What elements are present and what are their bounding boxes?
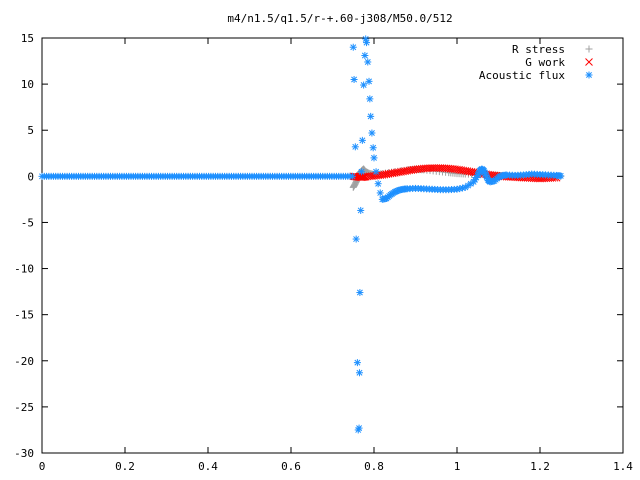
data-point — [358, 168, 366, 176]
y-tick-label: -10 — [14, 263, 34, 276]
data-point — [450, 185, 458, 193]
data-point — [348, 172, 356, 180]
x-tick-label: 0.4 — [198, 460, 218, 473]
data-point — [374, 180, 382, 188]
legend-marker — [585, 71, 593, 79]
data-point — [351, 143, 359, 151]
data-point — [352, 235, 360, 243]
y-tick-label: -30 — [14, 447, 34, 460]
data-point — [350, 182, 358, 190]
data-point — [369, 144, 377, 152]
data-point — [355, 424, 363, 432]
y-tick-label: -25 — [14, 401, 34, 414]
legend-label: Acoustic flux — [479, 69, 565, 82]
x-tick-label: 0.2 — [115, 460, 135, 473]
data-point — [417, 185, 425, 193]
data-point — [399, 167, 407, 176]
data-point — [372, 168, 380, 176]
data-point — [415, 165, 424, 173]
y-tick-label: -5 — [21, 216, 34, 229]
data-point — [390, 169, 399, 177]
plot-area — [38, 35, 565, 434]
y-axis: -30 -25 -20 -15 -10 -5 0 5 10 15 — [14, 32, 623, 460]
data-point — [382, 170, 391, 179]
data-point — [364, 58, 372, 66]
x-tick-label: 0.6 — [281, 460, 301, 473]
data-point — [356, 289, 364, 297]
y-tick-label: -15 — [14, 309, 34, 322]
y-tick-label: 0 — [27, 170, 34, 183]
data-point — [363, 39, 371, 47]
y-tick-label: 5 — [27, 124, 34, 137]
data-point — [432, 164, 441, 172]
data-point — [368, 129, 376, 137]
plot-frame — [41, 37, 624, 454]
data-point — [465, 167, 474, 176]
data-point — [353, 359, 361, 367]
data-point — [370, 154, 378, 162]
legend-marker — [585, 58, 593, 66]
data-point — [525, 170, 533, 178]
x-tick-label: 1 — [454, 460, 461, 473]
data-point — [366, 95, 374, 103]
data-point — [357, 206, 365, 214]
legend-label: R stress — [512, 43, 565, 56]
data-point — [407, 166, 416, 174]
data-point — [459, 184, 467, 192]
data-point — [350, 76, 358, 83]
data-point — [349, 43, 357, 51]
data-point — [457, 166, 466, 174]
y-tick-label: 10 — [21, 78, 34, 91]
legend-label: G work — [525, 56, 565, 69]
data-point — [355, 369, 363, 377]
data-point — [376, 189, 384, 197]
data-point — [358, 136, 366, 144]
data-point — [555, 172, 563, 180]
data-point — [442, 186, 450, 194]
data-point — [367, 112, 375, 120]
x-tick-label: 1.2 — [530, 460, 550, 473]
x-tick-label: 0 — [39, 460, 46, 473]
data-point — [424, 164, 432, 173]
data-point — [361, 52, 369, 60]
data-point — [365, 77, 373, 85]
chart-title: m4/n1.5/q1.5/r-+.60-j308/M50.0/512 — [227, 12, 452, 25]
x-axis: 0 0.2 0.4 0.6 0.8 1 1.2 1.4 — [39, 38, 633, 473]
series-acoustic-flux — [38, 35, 565, 434]
y-tick-label: 15 — [21, 32, 34, 45]
y-tick-label: -20 — [14, 355, 34, 368]
x-tick-label: 1.4 — [613, 460, 633, 473]
data-point — [440, 164, 449, 173]
data-point — [448, 165, 457, 173]
x-tick-label: 0.8 — [364, 460, 384, 473]
data-point — [365, 172, 374, 181]
legend-marker — [585, 45, 593, 53]
data-point — [360, 81, 368, 89]
